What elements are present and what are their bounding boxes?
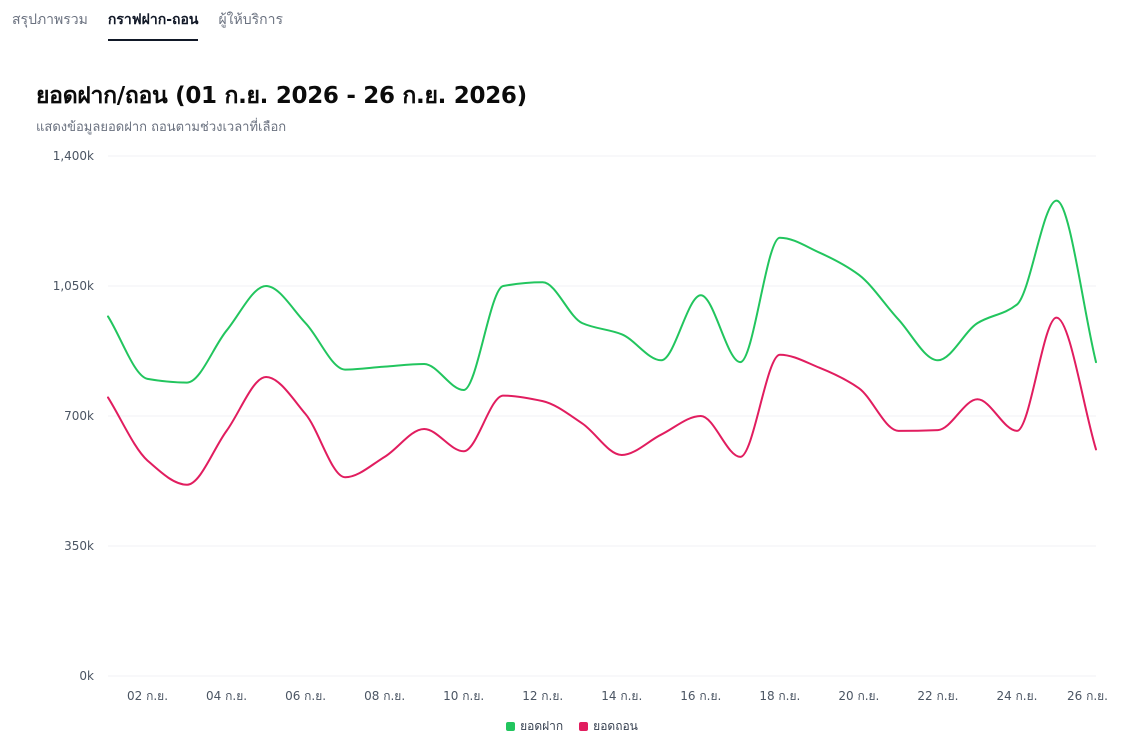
x-tick-label: 06 ก.ย. (285, 689, 326, 703)
legend-swatch-deposit (506, 722, 516, 731)
y-tick-label: 0k (79, 669, 94, 683)
series-line-withdraw[interactable] (107, 316, 1097, 486)
grid-lines (108, 155, 1096, 677)
legend-item-withdraw[interactable]: ยอดถอน (579, 717, 638, 736)
y-tick-label: 700k (64, 409, 94, 423)
x-tick-label: 12 ก.ย. (522, 689, 563, 703)
legend-swatch-withdraw (579, 722, 589, 731)
y-tick-label: 1,050k (53, 279, 94, 293)
series-line-deposit[interactable] (107, 199, 1097, 391)
x-axis-ticks: 02 ก.ย. 04 ก.ย. 06 ก.ย. 08 ก.ย. 10 ก.ย. 12 ก.… (127, 689, 1108, 703)
tab-bar: สรุปภาพรวม กราฟฝาก-ถอน ผู้ให้บริการ (12, 0, 283, 41)
legend-label-withdraw: ยอดถอน (593, 719, 638, 733)
chart-subtitle: แสดงข้อมูลยอดฝาก ถอนตามช่วงเวลาที่เลือก (36, 120, 287, 135)
x-tick-label: 14 ก.ย. (601, 689, 642, 703)
y-tick-label: 1,400k (53, 149, 94, 163)
y-axis-ticks: 0k 350k 700k 1,050k 1,400k (53, 149, 94, 683)
x-tick-label: 04 ก.ย. (206, 689, 247, 703)
tab-overview[interactable]: สรุปภาพรวม (12, 12, 88, 28)
y-tick-label: 350k (64, 539, 94, 553)
x-tick-label: 10 ก.ย. (443, 689, 484, 703)
legend-item-deposit[interactable]: ยอดฝาก (506, 717, 563, 736)
legend-label-deposit: ยอดฝาก (520, 719, 564, 733)
x-tick-label: 20 ก.ย. (838, 689, 879, 703)
x-tick-label: 16 ก.ย. (680, 689, 721, 703)
chart-legend: ยอดฝาก ยอดถอน (0, 717, 1144, 736)
tab-deposit-withdraw-chart[interactable]: กราฟฝาก-ถอน (107, 0, 199, 41)
series-lines (107, 199, 1097, 486)
chart-title: ยอดฝาก/ถอน (01 ก.ย. 2026 - 26 ก.ย. 2026) (36, 83, 527, 109)
x-tick-label: 22 ก.ย. (917, 689, 958, 703)
line-chart: 0k 350k 700k 1,050k 1,400k 02 ก.ย. 04 ก.ย. 06 … (53, 149, 1108, 703)
x-tick-label: 02 ก.ย. (127, 689, 168, 703)
tab-providers[interactable]: ผู้ให้บริการ (218, 12, 283, 28)
x-tick-label: 08 ก.ย. (364, 689, 405, 703)
x-tick-label: 26 ก.ย. (1067, 689, 1108, 703)
x-tick-label: 18 ก.ย. (759, 689, 800, 703)
x-tick-label: 24 ก.ย. (996, 689, 1037, 703)
